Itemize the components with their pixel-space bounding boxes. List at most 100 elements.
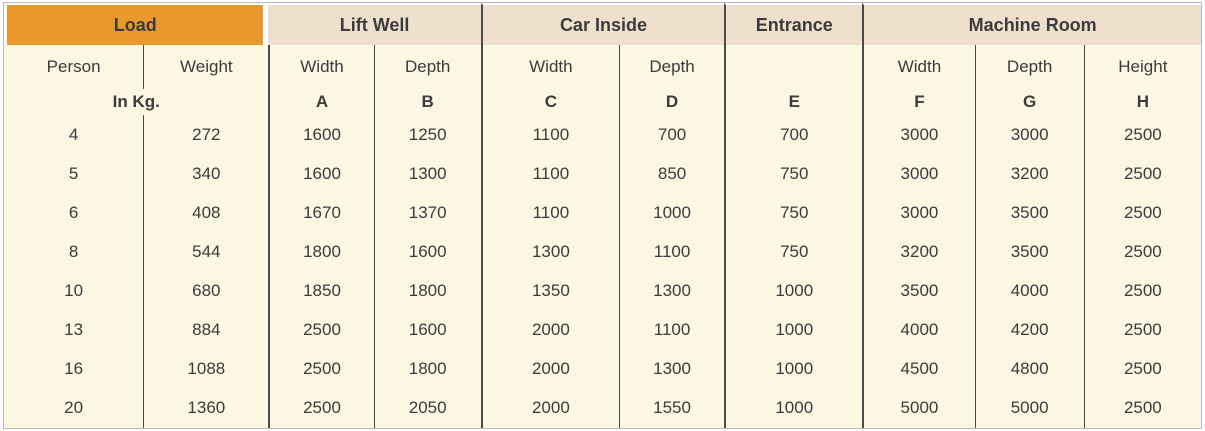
group-header-load: Load [4, 3, 269, 45]
col-header-carinside-depth: Depth [618, 45, 724, 89]
cell-liftwell-depth-b: 1800 [373, 271, 481, 311]
cell-carinside-width-c: 1100 [480, 193, 619, 233]
cell-liftwell-width-a: 1800 [268, 232, 373, 272]
cell-weight: 1360 [143, 388, 268, 428]
cell-carinside-depth-d: 1300 [618, 271, 724, 311]
cell-carinside-depth-d: 1100 [618, 310, 724, 350]
cell-machineroom-depth-g: 3500 [974, 193, 1084, 233]
cell-machineroom-width-f: 3000 [862, 115, 974, 155]
cell-carinside-width-c: 1100 [480, 115, 619, 155]
cell-machineroom-height-h: 2500 [1083, 310, 1201, 350]
cell-carinside-depth-d: 700 [618, 115, 724, 155]
letter-a: A [268, 89, 373, 115]
cell-machineroom-width-f: 4500 [862, 349, 974, 389]
group-header-entrance: Entrance [724, 3, 863, 45]
cell-weight: 884 [143, 310, 268, 350]
col-header-entrance-blank [724, 45, 862, 89]
cell-machineroom-depth-g: 3200 [974, 154, 1084, 194]
cell-machineroom-height-h: 2500 [1083, 115, 1201, 155]
cell-person: 6 [68, 202, 79, 222]
cell-machineroom-width-f: 3000 [862, 154, 974, 194]
cell-carinside-width-c: 1300 [480, 232, 619, 272]
cell-carinside-width-c: 2000 [480, 388, 619, 428]
group-header-machine-room: Machine Room [862, 3, 1201, 45]
group-header-car-inside: Car Inside [480, 3, 725, 45]
cell-person: 5 [68, 163, 79, 183]
cell-liftwell-width-a: 2500 [268, 310, 373, 350]
cell-machineroom-height-h: 2500 [1083, 349, 1201, 389]
cell-liftwell-width-a: 1670 [268, 193, 373, 233]
cell-liftwell-width-a: 2500 [268, 388, 373, 428]
group-header-row: Load Lift Well Car Inside Entrance Machi… [4, 3, 1201, 45]
cell-entrance-e: 1000 [724, 310, 862, 350]
cell-liftwell-depth-b: 1300 [373, 154, 481, 194]
cell-liftwell-width-a: 1850 [268, 271, 373, 311]
cell-machineroom-depth-g: 4800 [974, 349, 1084, 389]
cell-machineroom-height-h: 2500 [1083, 388, 1201, 428]
cell-carinside-depth-d: 1100 [618, 232, 724, 272]
letter-f: F [862, 89, 974, 115]
cell-weight: 544 [143, 232, 268, 272]
cell-person: 4 [68, 124, 79, 144]
col-header-person: Person [46, 57, 101, 76]
col-header-weight: Weight [143, 45, 268, 89]
cell-weight: 1088 [143, 349, 268, 389]
unit-label: In Kg. [112, 92, 160, 111]
letter-d: D [618, 89, 724, 115]
col-header-machineroom-depth: Depth [974, 45, 1084, 89]
cell-weight: 340 [143, 154, 268, 194]
cell-machineroom-depth-g: 3000 [974, 115, 1084, 155]
cell-entrance-e: 750 [724, 193, 862, 233]
cell-carinside-width-c: 2000 [480, 310, 619, 350]
letter-g: G [974, 89, 1084, 115]
cell-liftwell-width-a: 1600 [268, 115, 373, 155]
cell-machineroom-height-h: 2500 [1083, 232, 1201, 272]
col-header-liftwell-depth: Depth [373, 45, 481, 89]
cell-machineroom-depth-g: 4000 [974, 271, 1084, 311]
cell-liftwell-width-a: 2500 [268, 349, 373, 389]
cell-weight: 680 [143, 271, 268, 311]
cell-liftwell-depth-b: 1600 [373, 232, 481, 272]
letter-e: E [724, 89, 862, 115]
cell-entrance-e: 1000 [724, 349, 862, 389]
cell-entrance-e: 750 [724, 154, 862, 194]
col-header-machineroom-width: Width [862, 45, 974, 89]
cell-liftwell-depth-b: 1370 [373, 193, 481, 233]
table-row: 5 340 1600 1300 1100 850 750 3000 3200 2500 [4, 154, 1201, 194]
cell-weight: 408 [143, 193, 268, 233]
table-row: 16 1088 2500 1800 2000 1300 1000 4500 4800 2500 [4, 349, 1201, 389]
table-row: 10 680 1850 1800 1350 1300 1000 3500 4000 2500 [4, 271, 1201, 311]
cell-carinside-depth-d: 1550 [618, 388, 724, 428]
letter-b: B [373, 89, 481, 115]
cell-carinside-width-c: 2000 [480, 349, 619, 389]
cell-entrance-e: 700 [724, 115, 862, 155]
cell-machineroom-width-f: 4000 [862, 310, 974, 350]
cell-machineroom-depth-g: 3500 [974, 232, 1084, 272]
cell-machineroom-height-h: 2500 [1083, 154, 1201, 194]
cell-carinside-depth-d: 1300 [618, 349, 724, 389]
cell-person: 8 [68, 241, 79, 261]
col-header-liftwell-width: Width [268, 45, 373, 89]
cell-person: 10 [64, 281, 84, 301]
table-row: 6 408 1670 1370 1100 1000 750 3000 3500 2500 [4, 193, 1201, 233]
cell-entrance-e: 1000 [724, 271, 862, 311]
table-row: 8 544 1800 1600 1300 1100 750 3200 3500 2500 [4, 232, 1201, 272]
letter-c: C [480, 89, 619, 115]
cell-entrance-e: 1000 [724, 388, 862, 428]
group-header-lift-well: Lift Well [268, 3, 481, 45]
lift-specifications-table: Load Lift Well Car Inside Entrance Machi… [3, 2, 1202, 429]
cell-machineroom-height-h: 2500 [1083, 271, 1201, 311]
cell-machineroom-depth-g: 4200 [974, 310, 1084, 350]
table-row: 20 1360 2500 2050 2000 1550 1000 5000 5000 2500 [4, 388, 1201, 428]
cell-entrance-e: 750 [724, 232, 862, 272]
cell-liftwell-depth-b: 1800 [373, 349, 481, 389]
cell-carinside-depth-d: 1000 [618, 193, 724, 233]
cell-liftwell-width-a: 1600 [268, 154, 373, 194]
cell-liftwell-depth-b: 2050 [373, 388, 481, 428]
cell-carinside-width-c: 1100 [480, 154, 619, 194]
cell-person: 13 [64, 320, 84, 340]
cell-liftwell-depth-b: 1600 [373, 310, 481, 350]
cell-machineroom-width-f: 3200 [862, 232, 974, 272]
table-row: 13 884 2500 1600 2000 1100 1000 4000 4200 2500 [4, 310, 1201, 350]
